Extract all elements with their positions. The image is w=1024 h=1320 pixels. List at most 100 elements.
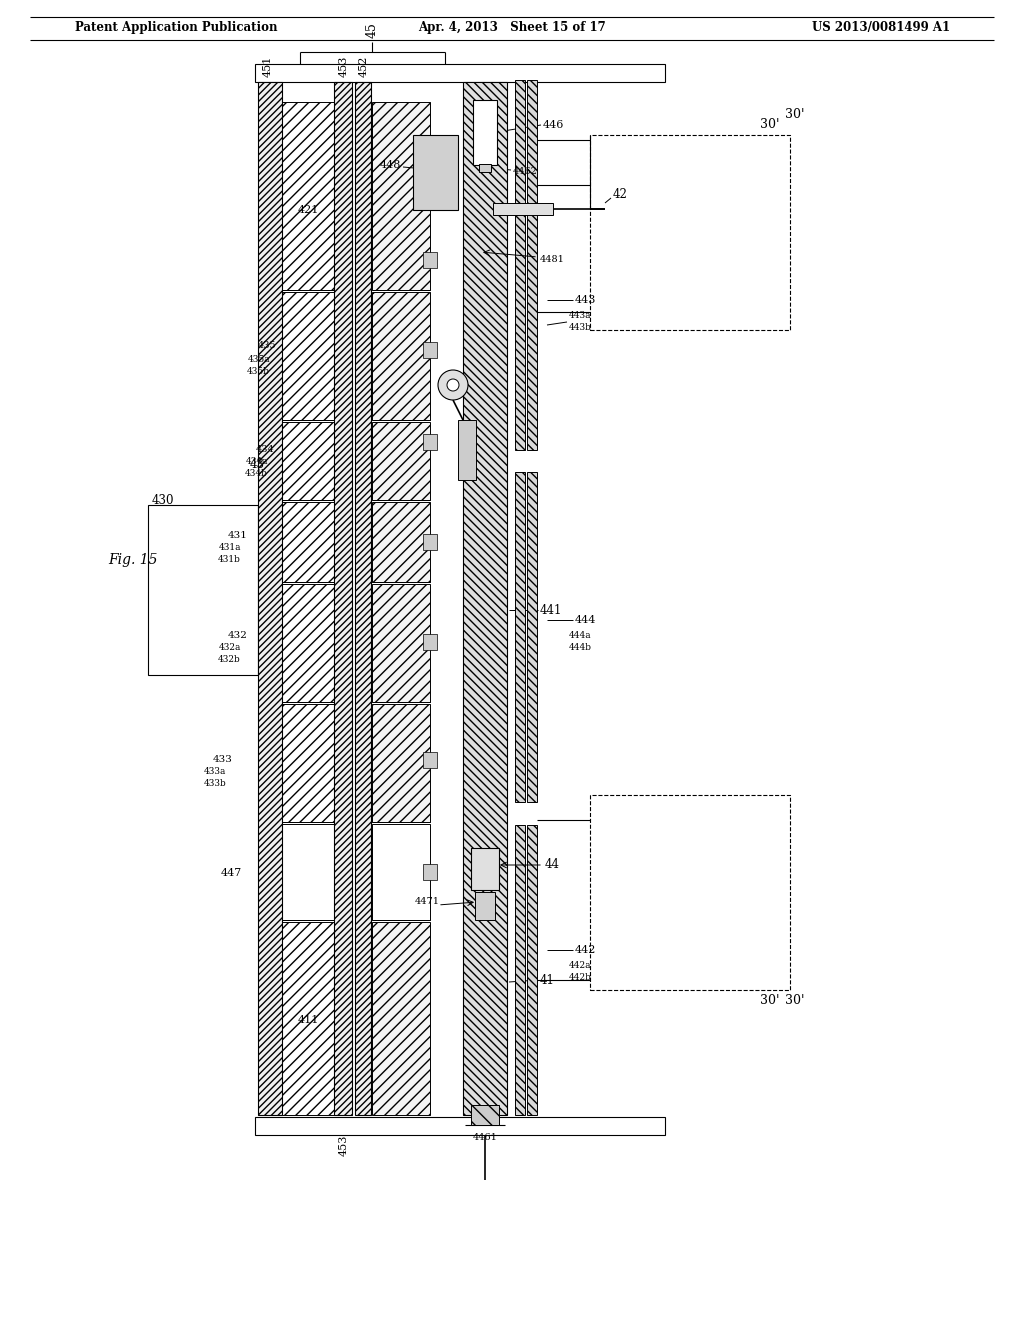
Bar xyxy=(372,502,430,582)
Text: 4481: 4481 xyxy=(540,256,565,264)
Bar xyxy=(515,825,525,1115)
Text: 44: 44 xyxy=(545,858,560,871)
Bar xyxy=(413,135,458,210)
Bar xyxy=(423,342,437,358)
Text: 432: 432 xyxy=(228,631,248,639)
Bar xyxy=(590,795,790,990)
Text: Patent Application Publication: Patent Application Publication xyxy=(75,21,278,34)
Text: 42: 42 xyxy=(613,189,628,202)
Bar xyxy=(255,1117,665,1135)
Bar xyxy=(527,81,537,450)
Bar xyxy=(334,82,352,1115)
Text: 447: 447 xyxy=(221,869,242,878)
Circle shape xyxy=(447,379,459,391)
Bar xyxy=(515,473,525,803)
Bar xyxy=(282,583,335,702)
Bar xyxy=(479,164,490,172)
Text: 411: 411 xyxy=(297,1015,318,1026)
Text: 43: 43 xyxy=(250,458,265,471)
Text: 4461: 4461 xyxy=(472,1133,498,1142)
Bar xyxy=(471,1105,499,1125)
Text: 30': 30' xyxy=(760,994,779,1006)
Bar xyxy=(282,921,335,1115)
Text: 435b: 435b xyxy=(247,367,270,376)
Bar xyxy=(458,420,476,480)
Bar xyxy=(282,824,335,920)
Text: 430: 430 xyxy=(152,494,174,507)
Text: 451: 451 xyxy=(263,55,273,77)
Text: 434b: 434b xyxy=(245,470,268,479)
Text: 433b: 433b xyxy=(203,780,226,788)
Text: 442a: 442a xyxy=(569,961,592,969)
Bar xyxy=(355,82,371,1115)
Bar xyxy=(475,892,495,920)
Text: 45: 45 xyxy=(366,22,379,38)
Text: 433a: 433a xyxy=(204,767,226,776)
Text: 441: 441 xyxy=(540,603,562,616)
Bar xyxy=(473,100,497,165)
Bar xyxy=(527,473,537,803)
Bar xyxy=(423,634,437,649)
Bar xyxy=(282,502,335,582)
Text: US 2013/0081499 A1: US 2013/0081499 A1 xyxy=(812,21,950,34)
Text: 433: 433 xyxy=(213,755,233,764)
Text: 435: 435 xyxy=(257,341,276,350)
Text: 30': 30' xyxy=(760,119,779,132)
Bar xyxy=(148,506,258,675)
Text: Apr. 4, 2013   Sheet 15 of 17: Apr. 4, 2013 Sheet 15 of 17 xyxy=(418,21,606,34)
Bar xyxy=(282,704,335,822)
Bar xyxy=(372,921,430,1115)
Text: 432b: 432b xyxy=(218,655,241,664)
Bar xyxy=(590,135,790,330)
Bar xyxy=(282,102,335,290)
Text: 443: 443 xyxy=(575,294,596,305)
Bar xyxy=(423,434,437,450)
Text: 453: 453 xyxy=(339,1134,349,1156)
Bar xyxy=(372,292,430,420)
Text: 442b: 442b xyxy=(569,973,592,982)
Text: 421: 421 xyxy=(297,205,318,215)
Text: 442: 442 xyxy=(575,945,596,954)
Text: 444a: 444a xyxy=(569,631,592,639)
Text: 41: 41 xyxy=(540,974,555,986)
Text: 444b: 444b xyxy=(569,643,592,652)
Text: 431a: 431a xyxy=(218,543,241,552)
Text: 452: 452 xyxy=(359,55,369,77)
Bar xyxy=(527,825,537,1115)
Bar xyxy=(515,81,525,450)
Bar xyxy=(255,63,665,82)
Text: 448: 448 xyxy=(380,160,401,170)
Text: 432a: 432a xyxy=(219,643,241,652)
Text: 431: 431 xyxy=(228,531,248,540)
Bar xyxy=(282,422,335,500)
Text: 431b: 431b xyxy=(218,554,241,564)
Text: 4462: 4462 xyxy=(513,168,538,177)
Bar xyxy=(372,704,430,822)
Bar xyxy=(372,102,430,290)
Bar xyxy=(423,865,437,880)
Bar xyxy=(423,752,437,768)
Text: 434: 434 xyxy=(255,446,274,454)
Circle shape xyxy=(438,370,468,400)
Text: Fig. 15: Fig. 15 xyxy=(108,553,158,568)
Text: 434a: 434a xyxy=(246,458,268,466)
Text: 443b: 443b xyxy=(569,322,592,331)
Bar xyxy=(463,82,507,1115)
Bar xyxy=(423,535,437,550)
Bar xyxy=(493,203,553,215)
Text: 453: 453 xyxy=(339,55,349,77)
Bar xyxy=(372,422,430,500)
Text: 446: 446 xyxy=(543,120,564,129)
Bar xyxy=(258,82,282,1115)
Text: 443a: 443a xyxy=(569,310,592,319)
Text: 4471: 4471 xyxy=(415,898,440,907)
Bar xyxy=(282,292,335,420)
Bar xyxy=(423,252,437,268)
Text: 444: 444 xyxy=(575,615,596,624)
Text: 30': 30' xyxy=(785,994,805,1006)
Bar xyxy=(372,583,430,702)
Bar xyxy=(471,847,499,890)
Text: 30': 30' xyxy=(785,108,805,121)
Bar xyxy=(372,824,430,920)
Text: 435a: 435a xyxy=(248,355,270,364)
